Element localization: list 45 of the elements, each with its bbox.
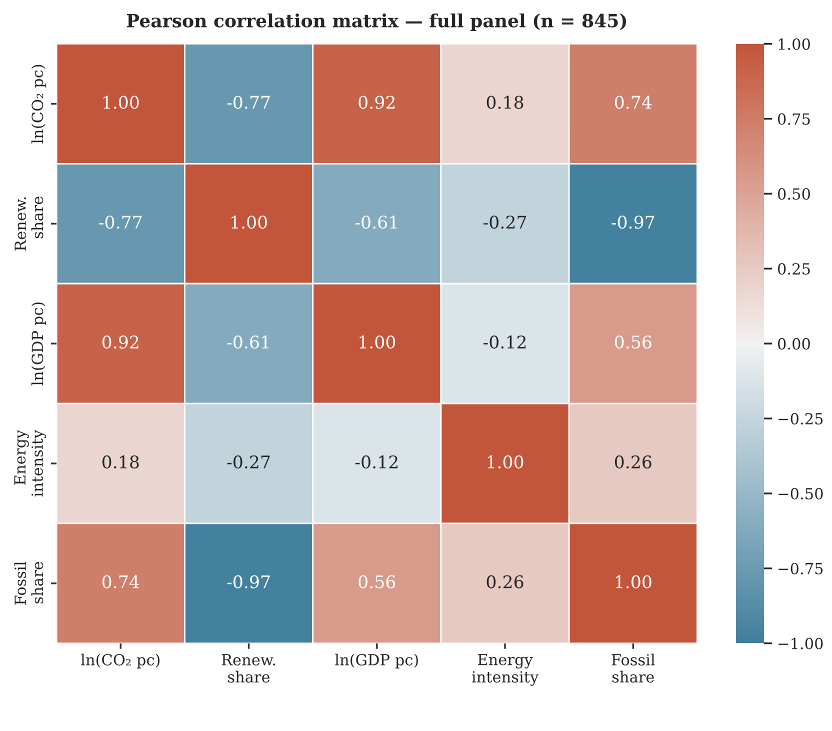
data-label: 1.00 [360, 335, 396, 349]
x-tick-label: Energy intensity [472, 654, 539, 686]
x-tick-label: Fossil share [612, 654, 655, 683]
data-label: 0.56 [614, 335, 652, 349]
y-tick-label: Renew. share [14, 196, 44, 251]
data-label: 0.26 [614, 455, 652, 468]
data-label: 0.74 [614, 96, 652, 109]
y-tick-label: Fossil share [14, 562, 44, 605]
chart-title: Pearson correlation matrix — full panel (n = 845) [126, 13, 626, 31]
y-tick-label: ln(CO₂ pc) [31, 64, 46, 144]
data-label: -0.97 [227, 575, 270, 588]
color-bar-label: −0.50 [778, 488, 823, 500]
x-tick-label: Renew. share [222, 654, 276, 683]
color-bar-label: 0.75 [778, 113, 810, 125]
data-label: 0.18 [102, 455, 139, 468]
data-label: 1.00 [103, 96, 139, 109]
data-label: 1.00 [232, 216, 267, 229]
data-label: -0.12 [484, 335, 526, 349]
color-bar-label: 0.50 [778, 188, 810, 200]
color-bar-label: −0.75 [778, 562, 823, 574]
color-bar-label: −1.00 [778, 638, 823, 650]
data-label: 0.92 [102, 335, 138, 349]
color-bar-label: 0.00 [778, 338, 810, 350]
data-label: 0.74 [102, 575, 140, 588]
data-label: 0.92 [358, 96, 395, 109]
data-label: 0.56 [358, 575, 396, 588]
y-tick-label: Energy intensity [14, 430, 46, 497]
data-label: -0.97 [612, 216, 654, 229]
data-label: 0.26 [486, 575, 524, 588]
x-tick-label: ln(GDP pc) [335, 654, 418, 668]
data-label: -0.61 [355, 216, 397, 229]
color-bar-label: 1.00 [778, 38, 810, 50]
data-label: -0.77 [99, 216, 142, 229]
x-tick-label: ln(CO₂ pc) [80, 654, 160, 668]
color-bar-label: −0.25 [778, 412, 823, 425]
data-label: -0.12 [355, 455, 398, 468]
data-label: -0.27 [227, 455, 270, 468]
data-label: 0.18 [486, 96, 524, 109]
data-label: -0.77 [227, 96, 270, 109]
data-label: -0.61 [227, 335, 269, 349]
color-bar-label: 0.25 [778, 263, 810, 275]
data-label: 1.00 [488, 455, 524, 468]
data-label: -0.27 [484, 216, 526, 229]
y-tick-label: ln(GDP pc) [31, 302, 46, 386]
data-label: 1.00 [616, 575, 652, 588]
